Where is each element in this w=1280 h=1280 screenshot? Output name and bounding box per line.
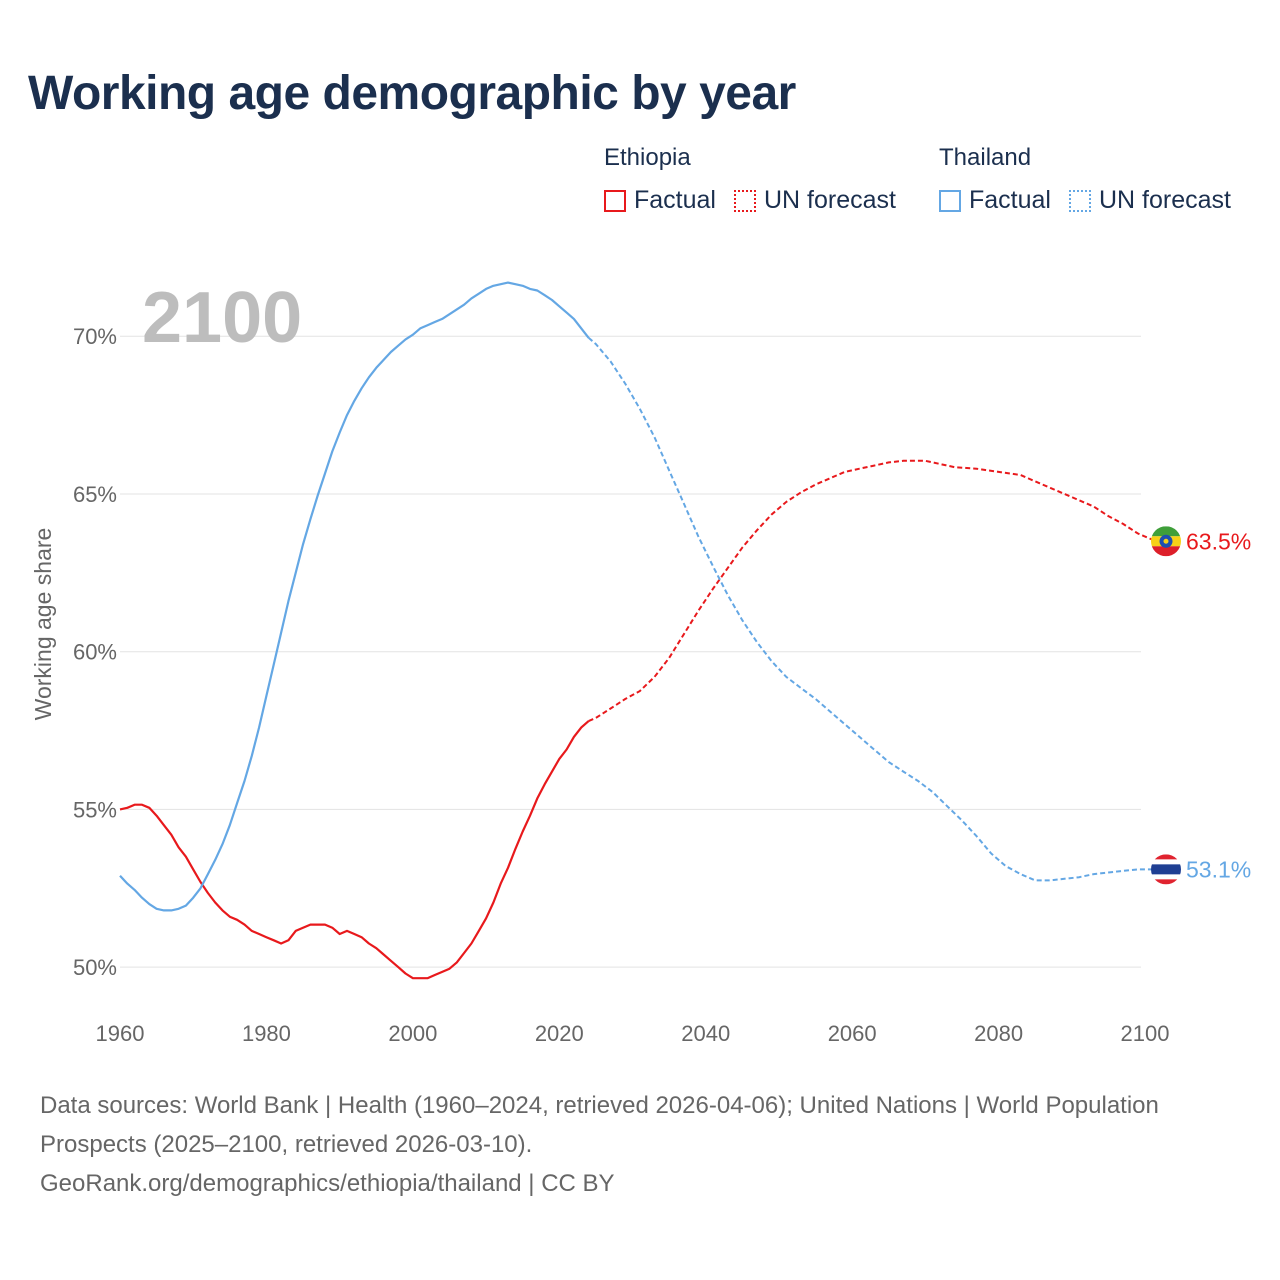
y-tick-label: 65% [73, 482, 117, 507]
x-tick-label: 2040 [681, 1021, 730, 1046]
x-axis-ticks: 1960 1980 2000 2020 2040 2060 2080 2100 [96, 1021, 1170, 1046]
legend-swatch-solid [604, 189, 626, 212]
legend-label: Factual [634, 186, 716, 214]
thailand-forecast-line[interactable] [587, 337, 1167, 882]
legend-label: UN forecast [763, 186, 896, 214]
x-tick-label: 1980 [242, 1021, 291, 1046]
chart-title: Working age demographic by year [28, 67, 796, 120]
ethiopia-end-value-label: 63.5% [1186, 528, 1251, 554]
legend-group-thailand: Thailand Factual UN forecast [939, 144, 1231, 215]
x-tick-label: 2060 [828, 1021, 877, 1046]
x-tick-label: 2100 [1121, 1021, 1170, 1046]
y-tick-label: 50% [73, 955, 117, 980]
footer: Data sources: World Bank | Health (1960–… [40, 1086, 1180, 1203]
thailand-flag-icon [1151, 854, 1181, 885]
y-axis-ticks: 50% 55% 60% 65% 70% [73, 324, 117, 980]
thailand-end-value-label: 53.1% [1186, 856, 1251, 882]
x-tick-label: 1960 [96, 1021, 145, 1046]
y-tick-label: 70% [73, 324, 117, 349]
ethiopia-factual-line[interactable] [119, 720, 590, 980]
series-lines [119, 281, 1168, 980]
legend-swatch-solid [939, 189, 961, 212]
ethiopia-forecast-line[interactable] [588, 459, 1168, 723]
legend-group-ethiopia: Ethiopia Factual UN forecast [604, 144, 896, 215]
end-markers: 63.5% 53.1% [1151, 526, 1251, 885]
x-tick-label: 2020 [535, 1021, 584, 1046]
x-tick-label: 2080 [974, 1021, 1023, 1046]
legend-swatch-dotted [1068, 189, 1091, 212]
legend-swatch-dotted [733, 189, 756, 212]
y-axis-label: Working age share [30, 528, 56, 721]
thailand-factual-line[interactable] [119, 281, 590, 912]
legend-label: Factual [969, 186, 1051, 214]
x-tick-label: 2000 [388, 1021, 437, 1046]
legend-group-name: Ethiopia [604, 144, 691, 171]
data-sources-text: Data sources: World Bank | Health (1960–… [40, 1092, 1159, 1158]
legend-group-name: Thailand [939, 144, 1032, 171]
y-tick-label: 60% [73, 640, 117, 665]
legend-item-thailand-factual[interactable]: Factual [939, 186, 1051, 215]
ethiopia-flag-icon [1151, 526, 1181, 557]
legend-item-ethiopia-forecast[interactable]: UN forecast [733, 186, 896, 215]
current-year-label: 2100 [142, 278, 302, 358]
y-tick-label: 55% [73, 797, 117, 822]
legend-label: UN forecast [1098, 186, 1231, 214]
line-chart: 2100 50% 55% 60% 65% 70% 1960 1980 2000 2020 204… [30, 278, 1251, 1046]
legend-item-thailand-forecast[interactable]: UN forecast [1068, 186, 1231, 215]
gridlines [120, 335, 1141, 968]
source-link[interactable]: GeoRank.org/demographics/ethiopia/thaila… [40, 1170, 615, 1197]
legend-item-ethiopia-factual[interactable]: Factual [604, 186, 716, 215]
